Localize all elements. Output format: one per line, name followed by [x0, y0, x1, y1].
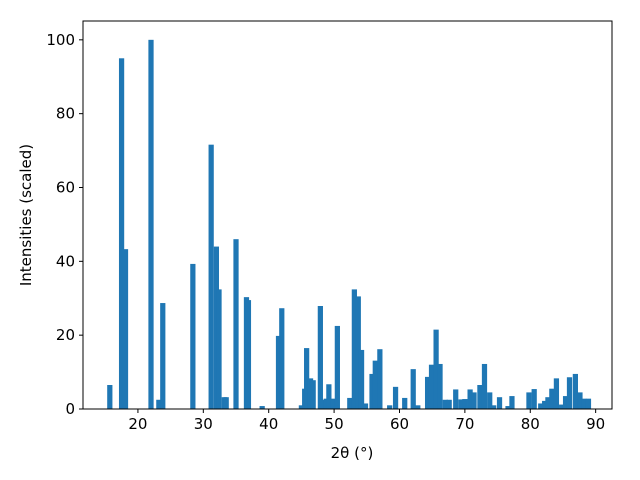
x-tick-label: 60: [390, 415, 409, 433]
bar: [538, 403, 544, 409]
bar: [509, 396, 515, 409]
bar: [442, 399, 448, 409]
bar: [160, 303, 166, 409]
bar: [585, 398, 592, 409]
bar: [216, 289, 222, 409]
bar: [372, 360, 378, 409]
bar: [156, 399, 162, 409]
x-tick-label: 40: [259, 415, 278, 433]
y-tick-label: 40: [56, 252, 75, 270]
bar: [377, 349, 383, 409]
bar: [275, 335, 282, 409]
bar: [369, 373, 375, 409]
bar: [355, 296, 361, 409]
bar: [481, 363, 488, 409]
y-tick-label: 80: [56, 105, 75, 123]
x-tick-label: 30: [194, 415, 213, 433]
bar: [487, 392, 493, 409]
bar: [317, 306, 323, 409]
bar: [526, 392, 532, 409]
bar: [496, 397, 503, 409]
bar: [410, 369, 416, 409]
bar: [553, 378, 560, 409]
x-axis-label: 2θ (°): [331, 444, 374, 462]
bar: [245, 300, 252, 409]
bar: [577, 392, 583, 409]
bar: [415, 405, 421, 409]
bar: [446, 399, 452, 409]
y-tick-label: 60: [56, 178, 75, 196]
bar: [326, 384, 332, 409]
y-tick-label: 100: [46, 31, 75, 49]
bar: [358, 349, 365, 409]
bar: [334, 325, 340, 409]
bar: [531, 389, 537, 409]
bar: [477, 385, 483, 409]
x-tick-label: 90: [586, 415, 605, 433]
bar: [458, 399, 464, 409]
bar: [453, 389, 459, 409]
bar: [351, 289, 357, 409]
bar: [208, 144, 214, 409]
bar: [545, 397, 551, 409]
bar: [118, 58, 125, 410]
bar: [428, 364, 435, 409]
bar: [279, 308, 285, 409]
bar: [437, 363, 443, 409]
bar: [462, 399, 468, 409]
x-tick-label: 70: [455, 415, 474, 433]
bar: [491, 405, 497, 409]
bar: [310, 380, 316, 409]
bar: [392, 386, 399, 409]
bar: [347, 397, 353, 409]
bar: [505, 406, 511, 409]
y-tick-label: 0: [65, 400, 75, 418]
bar: [566, 377, 573, 409]
y-axis-label: Intensities (scaled): [17, 144, 35, 286]
bar: [223, 397, 229, 409]
x-tick-label: 50: [325, 415, 344, 433]
bar: [190, 263, 196, 409]
bar: [148, 39, 154, 409]
bar: [542, 400, 548, 409]
bar: [298, 405, 305, 409]
bar: [402, 397, 408, 409]
bar: [304, 348, 310, 409]
bar: [362, 403, 369, 409]
bar: [122, 249, 129, 409]
bar: [572, 373, 578, 409]
bar: [424, 376, 431, 409]
bar: [330, 398, 336, 409]
bar: [471, 392, 477, 409]
plot-frame: [82, 20, 613, 410]
bar: [433, 329, 439, 409]
y-tick-label: 20: [56, 326, 75, 344]
bar: [467, 389, 473, 409]
bar: [107, 385, 113, 409]
x-tick-label: 20: [128, 415, 147, 433]
bar: [549, 388, 555, 409]
bar: [562, 396, 569, 409]
bar: [387, 405, 393, 409]
bar: [233, 239, 239, 409]
bar: [259, 406, 265, 409]
bar: [581, 398, 587, 409]
x-tick-label: 80: [521, 415, 540, 433]
bar: [559, 404, 565, 409]
